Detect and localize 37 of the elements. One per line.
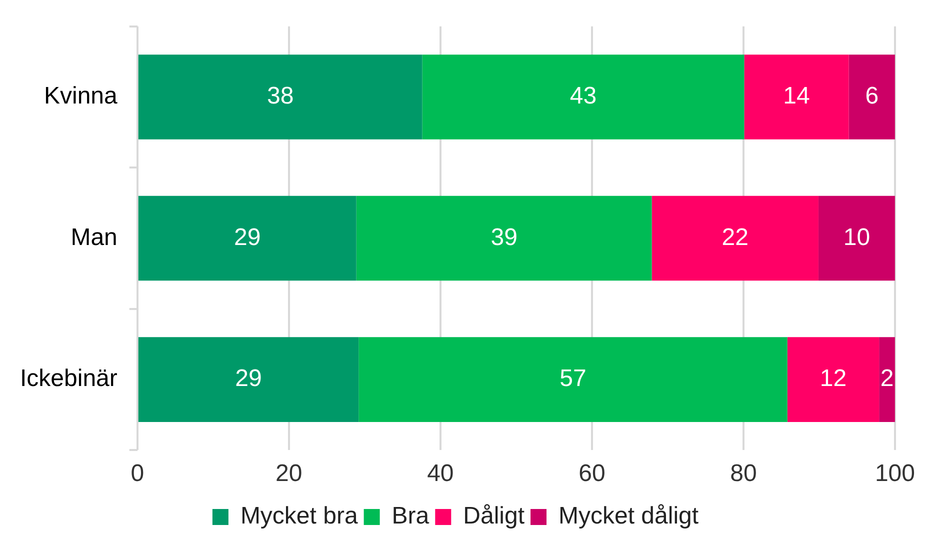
y-tick-label: Ickebinär	[20, 365, 118, 392]
bar	[358, 337, 788, 422]
data-label: 39	[490, 224, 518, 251]
data-label: 10	[843, 224, 870, 251]
data-label: 6	[865, 82, 879, 110]
data-label: 12	[820, 365, 847, 392]
data-label: 14	[783, 82, 810, 110]
x-tick-label: 0	[130, 460, 144, 488]
bar	[138, 54, 422, 140]
data-label: 43	[570, 82, 597, 110]
bar	[787, 337, 880, 422]
x-tick-label: 20	[276, 460, 302, 488]
data-label: 29	[235, 365, 262, 392]
data-label: 29	[234, 224, 261, 251]
bar	[879, 337, 895, 422]
data-label: 38	[266, 82, 294, 110]
bar	[818, 196, 895, 281]
bar	[356, 196, 652, 281]
legend-label: Mycket bra	[240, 502, 358, 530]
data-label: 57	[560, 365, 586, 392]
bar	[848, 54, 895, 140]
y-tick-label: Kvinna	[44, 82, 118, 110]
bar	[652, 196, 818, 281]
legend-label: Dåligt	[463, 502, 525, 530]
bar	[422, 54, 744, 140]
x-tick-label: 100	[874, 460, 915, 488]
legend-label: Bra	[392, 502, 430, 530]
bar	[138, 196, 356, 281]
data-label: 2	[880, 365, 894, 392]
bar	[138, 337, 359, 422]
y-tick-label: Man	[70, 224, 118, 251]
legend-label: Mycket dåligt	[558, 502, 699, 530]
x-tick-label: 60	[578, 460, 606, 488]
x-tick-label: 40	[427, 460, 454, 488]
x-tick-label: 80	[730, 460, 757, 488]
data-label: 22	[722, 224, 748, 251]
bar	[744, 54, 849, 140]
